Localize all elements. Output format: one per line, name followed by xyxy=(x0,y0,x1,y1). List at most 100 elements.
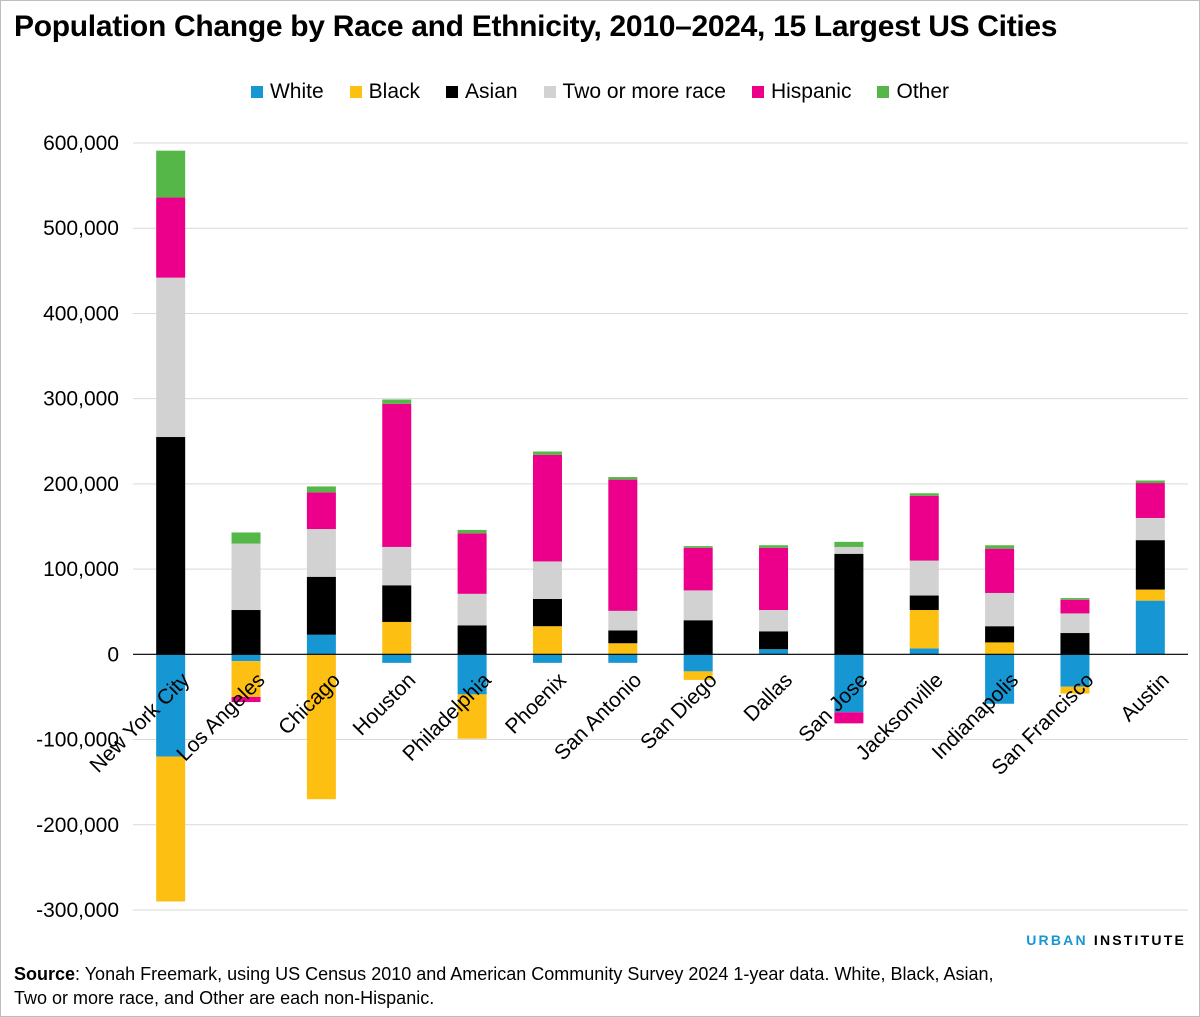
bar-segment-hispanic xyxy=(156,197,186,278)
bar-segment-two-or-more-race xyxy=(834,546,864,554)
bar-segment-asian xyxy=(1135,540,1165,590)
bar-segment-two-or-more-race xyxy=(382,546,412,586)
legend-swatch-two-or-more xyxy=(543,86,556,98)
brand-part-urban: URBAN xyxy=(1026,932,1088,948)
bar-segment-hispanic xyxy=(1135,483,1165,518)
bar-segment-asian xyxy=(683,620,713,655)
y-tick-label: -300,000 xyxy=(36,899,119,922)
y-tick-label: 400,000 xyxy=(43,302,119,325)
bar-segment-other xyxy=(985,545,1015,549)
bar-segment-white xyxy=(759,649,789,655)
bar-segment-two-or-more-race xyxy=(532,561,562,599)
bar-segment-black xyxy=(306,654,336,800)
source-label: Source xyxy=(14,964,76,984)
bar-segment-black xyxy=(985,642,1015,655)
y-tick-label: 500,000 xyxy=(43,217,119,240)
bar-segment-other xyxy=(457,529,487,534)
bar-segment-two-or-more-race xyxy=(306,529,336,577)
legend-swatch-black xyxy=(349,86,362,98)
bar-segment-black xyxy=(1060,686,1090,694)
bar-segment-hispanic xyxy=(683,547,713,591)
legend-item-white: White xyxy=(250,80,324,104)
bar-segment-white xyxy=(457,654,487,695)
bar-segment-black xyxy=(909,610,939,649)
chart-title: Population Change by Race and Ethnicity,… xyxy=(14,10,1058,43)
bar-segment-white xyxy=(834,654,864,713)
bar-segment-black xyxy=(1135,589,1165,601)
bar-segment-hispanic xyxy=(834,712,864,724)
bar-segment-asian xyxy=(457,625,487,655)
bar-segment-other xyxy=(1060,598,1090,600)
source-note: Source: Yonah Freemark, using US Census … xyxy=(14,962,1014,1010)
bar-segment-other xyxy=(909,493,939,496)
y-tick-label: 200,000 xyxy=(43,473,119,496)
bar-segment-hispanic xyxy=(608,479,638,611)
bar-segment-asian xyxy=(1060,633,1090,655)
bar-segment-two-or-more-race xyxy=(156,277,186,438)
legend-swatch-asian xyxy=(446,86,459,98)
bar-segment-asian xyxy=(608,630,638,644)
bar-segment-hispanic xyxy=(532,454,562,562)
bar-segment-asian xyxy=(909,595,939,611)
bar-segment-two-or-more-race xyxy=(231,543,261,611)
legend-item-two-or-more: Two or more race xyxy=(543,80,726,104)
bar-segment-other xyxy=(1135,480,1165,484)
y-tick-label: 300,000 xyxy=(43,388,119,411)
legend-item-other: Other xyxy=(877,80,949,104)
bar-segment-other xyxy=(532,451,562,455)
source-text: : Yonah Freemark, using US Census 2010 a… xyxy=(14,964,994,1008)
legend-swatch-hispanic xyxy=(751,86,764,98)
bar-segment-white xyxy=(985,654,1015,704)
bar-segment-hispanic xyxy=(759,547,789,611)
bar-segment-white xyxy=(608,654,638,663)
x-category-label: Phoenix xyxy=(501,668,571,738)
urban-institute-logo: URBAN INSTITUTE xyxy=(1026,932,1186,948)
bar-segment-white xyxy=(909,648,939,655)
bar-segment-black xyxy=(382,621,412,655)
bar-segment-black xyxy=(457,694,487,739)
bar-segment-two-or-more-race xyxy=(759,610,789,632)
y-tick-label: 100,000 xyxy=(43,558,119,581)
bar-segment-two-or-more-race xyxy=(1060,613,1090,634)
y-tick-label: -100,000 xyxy=(36,729,119,752)
bar-segment-other xyxy=(759,545,789,548)
x-category-label: San Diego xyxy=(636,669,722,755)
bar-segment-two-or-more-race xyxy=(608,610,638,631)
bar-segment-other xyxy=(834,541,864,547)
bar-segment-black xyxy=(683,671,713,680)
bar-segment-asian xyxy=(382,585,412,622)
bar-segment-asian xyxy=(532,598,562,627)
legend-label-asian: Asian xyxy=(465,80,518,103)
bar-segment-other xyxy=(683,546,713,548)
bar-segment-asian xyxy=(834,553,864,655)
bar-segment-hispanic xyxy=(1060,599,1090,614)
bar-segment-two-or-more-race xyxy=(683,590,713,621)
bar-segment-two-or-more-race xyxy=(985,592,1015,627)
bar-segment-other xyxy=(156,150,186,198)
bar-segment-black xyxy=(608,643,638,655)
legend-item-hispanic: Hispanic xyxy=(751,80,851,104)
bar-segment-white xyxy=(1060,654,1090,687)
bar-segment-white xyxy=(382,654,412,663)
y-tick-label: 600,000 xyxy=(43,132,119,155)
bar-segment-black xyxy=(156,756,186,902)
bar-segment-hispanic xyxy=(231,696,261,703)
x-category-label: Houston xyxy=(349,669,421,741)
bar-segment-other xyxy=(306,486,336,493)
bar-segment-other xyxy=(382,399,412,404)
bar-segment-asian xyxy=(985,626,1015,643)
bar-segment-white xyxy=(683,654,713,672)
x-category-label: Dallas xyxy=(740,669,798,727)
legend-label-black: Black xyxy=(368,80,421,103)
bar-segment-white xyxy=(231,654,261,662)
legend-item-black: Black xyxy=(349,80,421,104)
legend-label-white: White xyxy=(269,80,324,103)
y-tick-label: -200,000 xyxy=(36,814,119,837)
bar-segment-hispanic xyxy=(985,548,1015,593)
bar-segment-hispanic xyxy=(382,403,412,547)
brand-part-institute: INSTITUTE xyxy=(1093,932,1186,948)
bar-segment-asian xyxy=(156,437,186,655)
legend-item-asian: Asian xyxy=(446,80,518,104)
bar-segment-asian xyxy=(759,631,789,650)
